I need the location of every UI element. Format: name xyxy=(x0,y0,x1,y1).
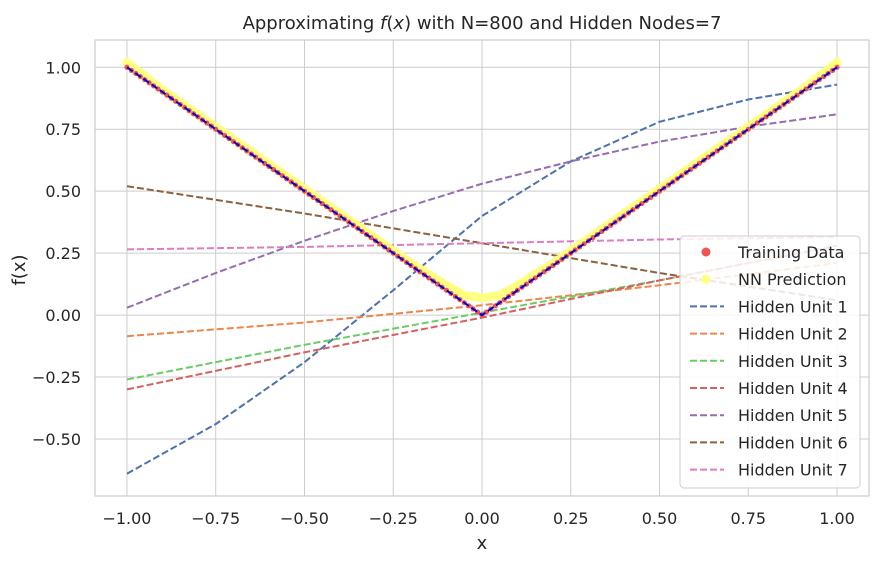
legend-label: Hidden Unit 3 xyxy=(738,352,848,371)
x-tick-label: 0.00 xyxy=(464,509,500,528)
y-tick-label: 1.00 xyxy=(45,58,81,77)
legend-label: Hidden Unit 5 xyxy=(738,406,848,425)
legend-label: Training Data xyxy=(737,243,844,262)
legend-label: Hidden Unit 7 xyxy=(738,461,848,480)
target-function-line xyxy=(126,66,838,317)
y-tick-label: 0.75 xyxy=(45,120,81,139)
title-part: ( xyxy=(386,13,393,34)
title-part: with N=800 and Hidden Nodes=7 xyxy=(411,13,721,34)
legend-label: Hidden Unit 6 xyxy=(738,433,848,452)
legend-label: Hidden Unit 2 xyxy=(738,325,848,344)
legend-marker xyxy=(701,247,711,257)
x-tick-label: 0.75 xyxy=(730,509,766,528)
legend-label: NN Prediction xyxy=(738,270,847,289)
title-part: f xyxy=(380,13,389,34)
legend-box xyxy=(679,235,861,489)
legend-label: Hidden Unit 4 xyxy=(738,379,848,398)
hidden-unit-1-line xyxy=(126,83,838,475)
hidden-unit-5-line xyxy=(126,113,838,309)
y-tick-label: −0.25 xyxy=(32,368,81,387)
legend-marker xyxy=(701,274,711,284)
x-axis-label: x xyxy=(477,533,488,554)
title-part: ) xyxy=(404,13,411,34)
y-tick-label: 0.50 xyxy=(45,182,81,201)
title-part: Approximating xyxy=(243,13,380,34)
y-tick-label: 0.00 xyxy=(45,306,81,325)
ticks-layer: −1.00 −0.75 −0.50 −0.25 0.00 0.25 0.50 0.75 1.00… xyxy=(32,58,855,528)
nn-prediction-point xyxy=(832,57,842,67)
y-axis-label: f(x) xyxy=(9,254,30,285)
legend: Training Data NN Prediction Hidden Unit 1 H… xyxy=(679,235,861,489)
x-tick-label: −0.50 xyxy=(280,509,329,528)
x-tick-label: −1.00 xyxy=(102,509,151,528)
y-tick-label: −0.50 xyxy=(32,430,81,449)
x-tick-label: −0.25 xyxy=(369,509,418,528)
y-tick-label: 0.25 xyxy=(45,244,81,263)
title-part: x xyxy=(392,13,404,34)
frame-layer xyxy=(94,39,870,497)
x-tick-label: 1.00 xyxy=(819,509,855,528)
legend-label: Hidden Unit 1 xyxy=(738,297,848,316)
x-tick-label: 0.25 xyxy=(553,509,589,528)
x-tick-label: 0.50 xyxy=(642,509,678,528)
plot-frame xyxy=(94,39,870,497)
x-tick-label: −0.75 xyxy=(191,509,240,528)
chart-title: Approximating f(x) with N=800 and Hidden… xyxy=(243,13,722,34)
